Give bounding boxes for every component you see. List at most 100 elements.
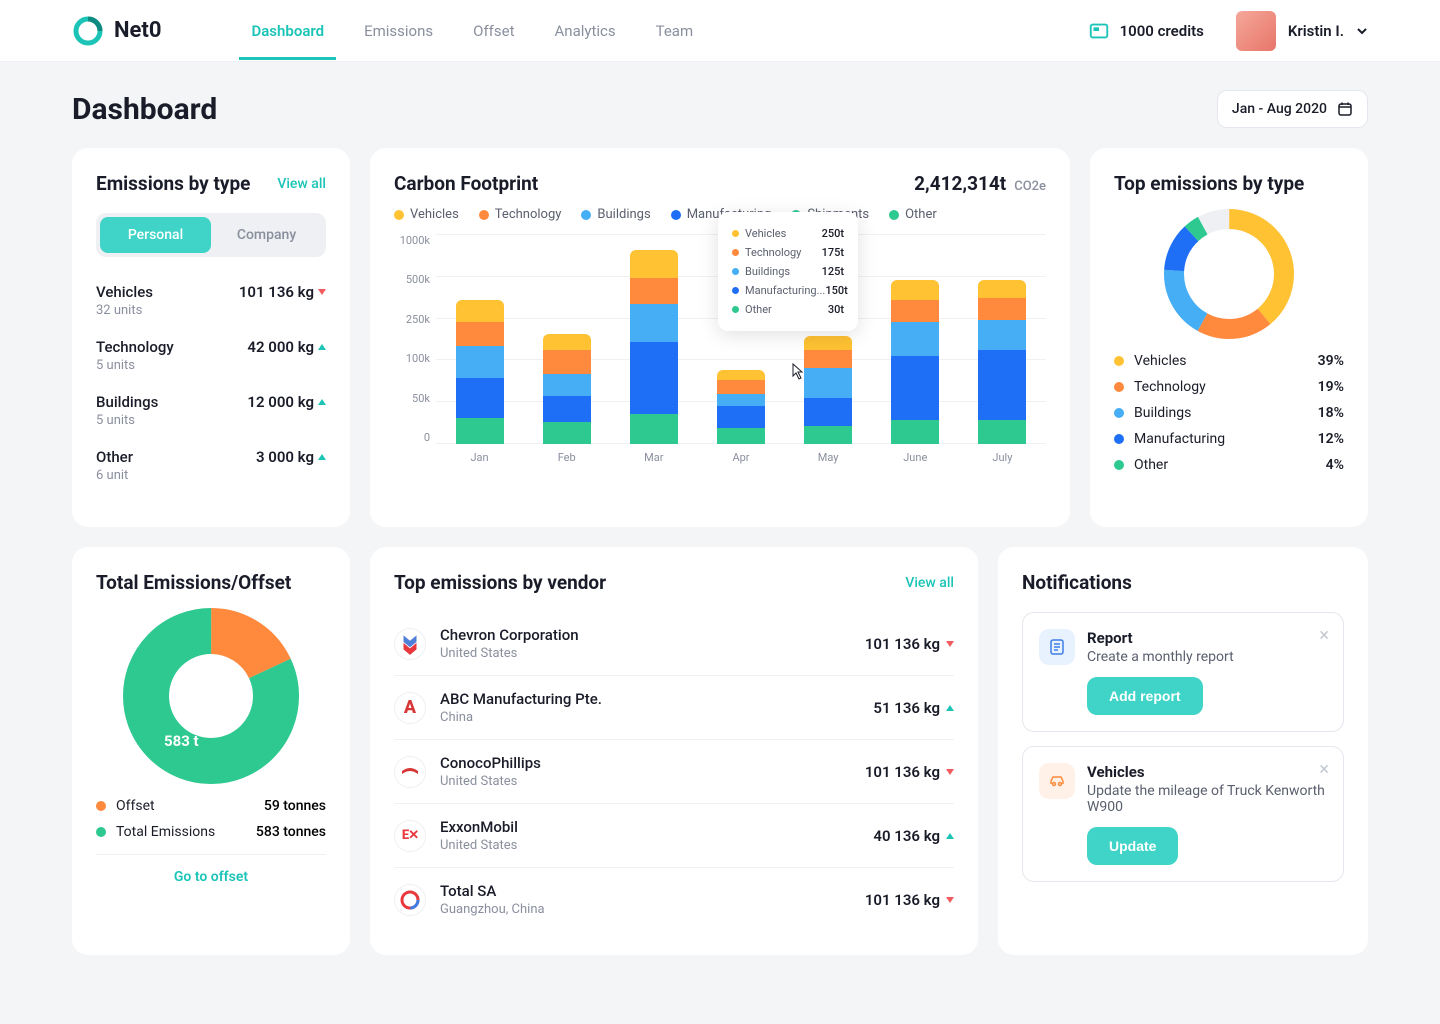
vendor-row[interactable]: AABC Manufacturing Pte.China51 136 kg xyxy=(394,676,954,740)
nav-item-analytics[interactable]: Analytics xyxy=(555,2,616,60)
card-title: Emissions by type xyxy=(96,172,250,195)
legend-row: Total Emissions583 tonnes xyxy=(96,824,326,840)
add-report-button[interactable]: Add report xyxy=(1087,677,1203,715)
total-emissions-offset-card: Total Emissions/Offset 59 t583 t Offset5… xyxy=(72,547,350,955)
bar-Mar[interactable] xyxy=(630,250,678,444)
doc-icon xyxy=(1039,629,1075,665)
view-all-link[interactable]: View all xyxy=(277,176,326,192)
top-emissions-type-card: Top emissions by type Vehicles39% Technol… xyxy=(1090,148,1368,527)
top-vendor-card: Top emissions by vendor View all Chevron… xyxy=(370,547,978,955)
update-button[interactable]: Update xyxy=(1087,827,1178,865)
view-all-link[interactable]: View all xyxy=(905,575,954,591)
brand-name: Net0 xyxy=(114,18,161,43)
bar-July[interactable] xyxy=(978,280,1026,444)
card-title: Top emissions by type xyxy=(1114,172,1344,195)
cf-chart: 1000k500k250k100k50k0 JanFebMarAprMayJun… xyxy=(394,234,1046,464)
car-icon xyxy=(1039,763,1075,799)
nav-item-offset[interactable]: Offset xyxy=(473,2,514,60)
trend-down-icon xyxy=(946,641,954,647)
notification: ×ReportCreate a monthly reportAdd report xyxy=(1022,612,1344,732)
nav-item-team[interactable]: Team xyxy=(656,2,694,60)
cf-tooltip: Vehicles250tTechnology175tBuildings125tM… xyxy=(718,212,858,331)
card-title: Top emissions by vendor xyxy=(394,571,606,594)
vendor-row[interactable]: E✕ExxonMobilUnited States40 136 kg xyxy=(394,804,954,868)
close-icon[interactable]: × xyxy=(1319,761,1329,779)
legend-row[interactable]: Buildings18% xyxy=(1114,405,1344,421)
logo-icon xyxy=(72,15,104,47)
legend-item[interactable]: Technology xyxy=(479,207,562,222)
toggle-company[interactable]: Company xyxy=(211,217,322,253)
chevron-down-icon xyxy=(1356,25,1368,37)
donut-chart: 59 t583 t xyxy=(96,608,326,784)
legend-item[interactable]: Buildings xyxy=(581,207,650,222)
logo[interactable]: Net0 xyxy=(72,15,161,47)
type-toggle: PersonalCompany xyxy=(96,213,326,257)
te-legend: Vehicles39% Technology19% Buildings18% Manu… xyxy=(1114,353,1344,473)
vendor-row[interactable]: Chevron CorporationUnited States101 136 … xyxy=(394,612,954,676)
notification: ×VehiclesUpdate the mileage of Truck Ken… xyxy=(1022,746,1344,882)
trend-up-icon xyxy=(946,705,954,711)
bar-Feb[interactable] xyxy=(543,334,591,444)
nav-item-emissions[interactable]: Emissions xyxy=(364,2,433,60)
emissions-type-row[interactable]: Vehicles101 136 kg32 units xyxy=(96,273,326,328)
bar-Jan[interactable] xyxy=(456,300,504,444)
credits-text: 1000 credits xyxy=(1120,22,1204,40)
bar-Apr[interactable] xyxy=(717,370,765,444)
trend-down-icon xyxy=(318,289,326,295)
legend-item[interactable]: Vehicles xyxy=(394,207,459,222)
credits[interactable]: 1000 credits xyxy=(1088,20,1204,42)
calendar-icon xyxy=(1337,101,1353,117)
go-to-offset-link[interactable]: Go to offset xyxy=(96,854,326,889)
vendor-row[interactable]: Total SAGuangzhou, China101 136 kg xyxy=(394,868,954,931)
credits-icon xyxy=(1088,20,1110,42)
vendor-logo xyxy=(394,884,426,916)
vendor-logo xyxy=(394,756,426,788)
date-range-text: Jan - Aug 2020 xyxy=(1232,101,1327,117)
user-name: Kristin I. xyxy=(1288,22,1344,40)
legend-row[interactable]: Other4% xyxy=(1114,457,1344,473)
emissions-type-row[interactable]: Buildings12 000 kg5 units xyxy=(96,383,326,438)
avatar xyxy=(1236,11,1276,51)
nav-item-dashboard[interactable]: Dashboard xyxy=(251,2,324,60)
cf-total: 2,412,314t xyxy=(914,172,1006,195)
legend-row[interactable]: Technology19% xyxy=(1114,379,1344,395)
trend-down-icon xyxy=(946,897,954,903)
vendor-row[interactable]: ConocoPhillipsUnited States101 136 kg xyxy=(394,740,954,804)
legend-row: Offset59 tonnes xyxy=(96,798,326,814)
carbon-footprint-card: Carbon Footprint 2,412,314t CO2e Vehicle… xyxy=(370,148,1070,527)
trend-up-icon xyxy=(946,833,954,839)
topbar: Net0 Dashboard Emissions Offset Analytics Te… xyxy=(0,0,1440,62)
notification-list: ×ReportCreate a monthly reportAdd report… xyxy=(1022,612,1344,882)
donut-chart xyxy=(1164,209,1294,339)
nav: Dashboard Emissions Offset Analytics Team xyxy=(251,2,693,60)
legend-row[interactable]: Manufacturing12% xyxy=(1114,431,1344,447)
vendor-logo: A xyxy=(394,692,426,724)
toggle-personal[interactable]: Personal xyxy=(100,217,211,253)
cf-unit: CO2e xyxy=(1014,179,1046,194)
user-menu[interactable]: Kristin I. xyxy=(1236,11,1368,51)
trend-down-icon xyxy=(946,769,954,775)
emissions-by-type-card: Emissions by type View all PersonalCompa… xyxy=(72,148,350,527)
card-title: Notifications xyxy=(1022,571,1344,594)
trend-up-icon xyxy=(318,399,326,405)
cursor-icon xyxy=(786,362,806,386)
legend-row[interactable]: Vehicles39% xyxy=(1114,353,1344,369)
card-title: Carbon Footprint xyxy=(394,172,538,195)
legend-item[interactable]: Other xyxy=(889,207,937,222)
bar-May[interactable] xyxy=(804,336,852,444)
notifications-card: Notifications ×ReportCreate a monthly re… xyxy=(998,547,1368,955)
close-icon[interactable]: × xyxy=(1319,627,1329,645)
vendor-logo: E✕ xyxy=(394,820,426,852)
trend-up-icon xyxy=(318,454,326,460)
emissions-type-list: Vehicles101 136 kg32 unitsTechnology42 0… xyxy=(96,273,326,503)
page-title: Dashboard xyxy=(72,92,217,127)
vendor-logo xyxy=(394,628,426,660)
page: Dashboard Jan - Aug 2020 Emissions by ty… xyxy=(0,62,1440,983)
vendor-list: Chevron CorporationUnited States101 136 … xyxy=(394,612,954,931)
page-header: Dashboard Jan - Aug 2020 xyxy=(72,90,1368,128)
card-title: Total Emissions/Offset xyxy=(96,571,326,594)
date-range-picker[interactable]: Jan - Aug 2020 xyxy=(1217,90,1368,128)
bar-June[interactable] xyxy=(891,280,939,444)
emissions-type-row[interactable]: Other3 000 kg6 unit xyxy=(96,438,326,493)
emissions-type-row[interactable]: Technology42 000 kg5 units xyxy=(96,328,326,383)
